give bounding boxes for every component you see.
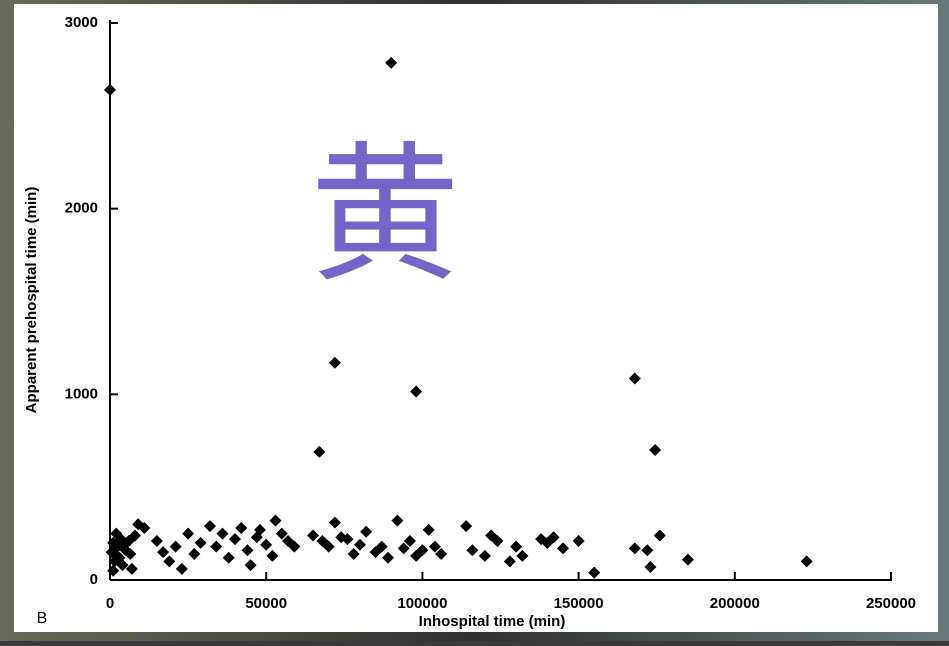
point bbox=[182, 527, 195, 540]
point bbox=[628, 542, 641, 555]
point bbox=[403, 535, 416, 548]
panel-label: B bbox=[37, 610, 48, 627]
x-tick-label: 250000 bbox=[866, 595, 916, 612]
point bbox=[322, 540, 335, 553]
point bbox=[328, 516, 341, 529]
point bbox=[216, 527, 229, 540]
y-axis-label: Apparent prehospital time (min) bbox=[23, 187, 40, 414]
y-tick-label: 3000 bbox=[65, 14, 98, 31]
point bbox=[435, 548, 448, 561]
point bbox=[410, 385, 423, 398]
point bbox=[313, 445, 326, 458]
point bbox=[107, 564, 120, 577]
point bbox=[235, 522, 248, 535]
point bbox=[466, 544, 479, 557]
point bbox=[194, 536, 207, 549]
point bbox=[653, 529, 666, 542]
y-tick-label: 2000 bbox=[65, 200, 98, 217]
x-tick-label: 200000 bbox=[710, 595, 760, 612]
point bbox=[150, 535, 163, 548]
point bbox=[347, 548, 360, 561]
point bbox=[118, 538, 131, 551]
point bbox=[391, 514, 404, 527]
point bbox=[222, 551, 235, 564]
point bbox=[157, 546, 170, 559]
point bbox=[110, 549, 123, 562]
point bbox=[628, 372, 641, 385]
point bbox=[210, 540, 223, 553]
point bbox=[649, 444, 662, 457]
point bbox=[116, 559, 129, 572]
point bbox=[307, 529, 320, 542]
x-tick-label: 100000 bbox=[397, 595, 447, 612]
point bbox=[353, 538, 366, 551]
point bbox=[241, 544, 254, 557]
panel bbox=[14, 4, 938, 632]
point bbox=[169, 540, 182, 553]
point bbox=[341, 533, 354, 546]
point bbox=[288, 540, 301, 553]
point bbox=[275, 527, 288, 540]
x-tick-label: 150000 bbox=[554, 595, 604, 612]
point bbox=[382, 551, 395, 564]
point bbox=[588, 566, 601, 579]
point bbox=[556, 542, 569, 555]
point bbox=[244, 559, 257, 572]
point bbox=[478, 549, 491, 562]
point bbox=[253, 523, 266, 536]
point bbox=[503, 555, 516, 568]
point bbox=[228, 533, 241, 546]
point bbox=[572, 535, 585, 548]
point bbox=[260, 538, 273, 551]
point bbox=[681, 553, 694, 566]
point bbox=[138, 522, 151, 535]
point bbox=[203, 520, 216, 533]
point bbox=[125, 562, 138, 575]
y-tick-label: 0 bbox=[90, 571, 98, 588]
point bbox=[328, 356, 341, 369]
point bbox=[269, 514, 282, 527]
watermark: 黄 bbox=[310, 129, 460, 303]
point bbox=[175, 562, 188, 575]
point bbox=[104, 83, 116, 96]
x-tick-label: 0 bbox=[106, 595, 114, 612]
point bbox=[124, 548, 137, 561]
point bbox=[516, 549, 529, 562]
point bbox=[422, 523, 435, 536]
point bbox=[385, 56, 398, 69]
y-tick-label: 1000 bbox=[65, 385, 98, 402]
point bbox=[491, 535, 504, 548]
point bbox=[641, 544, 654, 557]
point bbox=[188, 548, 201, 561]
point bbox=[428, 540, 441, 553]
point bbox=[644, 561, 657, 574]
point bbox=[460, 520, 473, 533]
x-tick-label: 50000 bbox=[245, 595, 287, 612]
point bbox=[416, 544, 429, 557]
point bbox=[128, 529, 141, 542]
point bbox=[397, 542, 410, 555]
point bbox=[360, 525, 373, 538]
point bbox=[266, 549, 279, 562]
point bbox=[800, 555, 813, 568]
point bbox=[547, 531, 560, 544]
point bbox=[375, 540, 388, 553]
point bbox=[510, 540, 523, 553]
point bbox=[163, 555, 176, 568]
x-axis-label: Inhospital time (min) bbox=[419, 613, 566, 630]
